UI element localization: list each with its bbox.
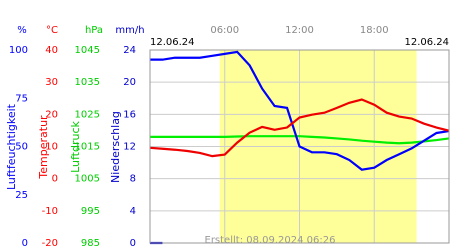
y-tick-label: 50 [15,142,28,153]
y-tick-label: 8 [130,174,136,185]
x-tick-label: 18:00 [360,25,389,36]
y-tick-label: 4 [130,206,136,217]
date-right: 12.06.24 [404,37,449,48]
plot-frame [149,49,450,244]
series-line [149,98,450,158]
y-tick-label: 20 [45,109,58,120]
axis-unit: mm/h [115,25,144,36]
y-tick-label: 75 [15,93,28,104]
axis-title: Temperatur [37,115,50,180]
y-tick-label: 100 [9,45,28,56]
y-tick-label: 25 [15,190,28,201]
y-tick-label: 30 [45,77,58,88]
axis-unit: % [17,25,27,36]
y-tick-label: 24 [123,45,136,56]
y-tick-label: 0 [52,174,58,185]
y-tick-label: 12 [123,142,136,153]
y-tick-label: 16 [123,109,136,120]
axis-title: Luftdruck [69,120,82,172]
y-tick-label: 1005 [75,174,100,185]
y-tick-label: 40 [45,45,58,56]
x-tick-label: 06:00 [210,25,239,36]
axis-unit: hPa [85,25,103,36]
axis-title: Luftfeuchtigkeit [5,103,18,190]
series-line [150,50,450,171]
axis-unit: °C [46,25,58,36]
date-left: 12.06.24 [150,37,195,48]
y-tick-label: 995 [81,206,100,217]
y-tick-label: 10 [45,142,58,153]
created-note: Erstellt: 08.09.2024 06:26 [205,235,336,246]
y-tick-label: 20 [123,77,136,88]
y-tick-label: -10 [42,206,58,217]
y-tick-label: 1025 [75,109,100,120]
y-tick-label: 0 [130,238,136,249]
y-tick-label: -20 [42,238,58,249]
y-tick-label: 1015 [75,142,100,153]
axis-title: Niederschlag [109,111,122,183]
series-line [150,135,450,145]
y-tick-label: 1045 [75,45,100,56]
y-tick-label: 0 [22,238,28,249]
x-tick-label: 12:00 [285,25,314,36]
y-tick-label: 1035 [75,77,100,88]
y-tick-label: 985 [81,238,100,249]
